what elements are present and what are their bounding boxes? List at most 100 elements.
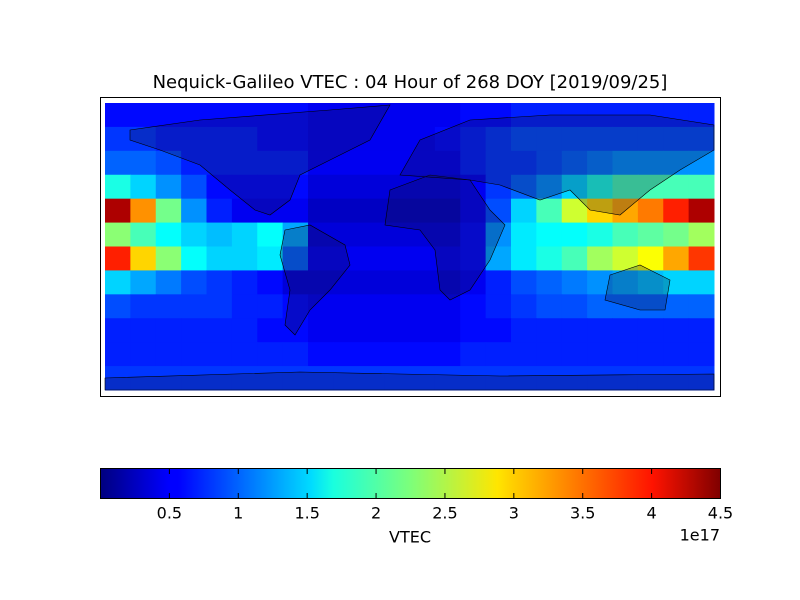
heatmap-cell: [105, 318, 131, 343]
heatmap-cell: [511, 318, 537, 343]
heatmap-cell: [282, 150, 309, 176]
north-america: [129, 104, 391, 216]
heatmap-cell: [460, 174, 487, 200]
heatmap-cell: [130, 174, 157, 200]
south-america: [279, 224, 351, 336]
heatmap-cell: [333, 150, 360, 176]
heatmap-cell: [231, 270, 258, 295]
heatmap-cell: [181, 318, 207, 343]
heatmap-cell: [637, 174, 664, 200]
heatmap-cell: [663, 103, 690, 128]
colorbar-tick-label: 4.5: [708, 504, 733, 523]
heatmap-cell: [587, 126, 613, 152]
heatmap-cell: [663, 198, 690, 224]
heatmap-cell: [333, 174, 360, 200]
heatmap-cell: [358, 342, 385, 367]
heatmap-cell: [384, 246, 410, 271]
heatmap-cell: [105, 174, 131, 200]
heatmap-cell: [384, 294, 410, 319]
heatmap-cell: [358, 246, 385, 271]
heatmap-cell: [308, 318, 334, 343]
heatmap-cell: [130, 246, 157, 271]
heatmap-cell: [105, 126, 131, 152]
heatmap-cell: [511, 198, 537, 224]
heatmap-cell: [688, 174, 715, 200]
heatmap-cell: [485, 174, 512, 200]
heatmap-cell: [460, 103, 487, 128]
heatmap-cell: [257, 270, 284, 295]
heatmap-cell: [587, 366, 613, 391]
heatmap-cell: [663, 222, 690, 247]
heatmap-cell: [663, 318, 690, 343]
heatmap-cell: [155, 342, 182, 367]
heatmap-cell: [663, 366, 690, 391]
heatmap-cell: [333, 198, 360, 224]
heatmap-cell: [282, 103, 309, 128]
heatmap-cell: [663, 342, 690, 367]
heatmap-cell: [511, 366, 537, 391]
heatmap-cell: [511, 294, 537, 319]
heatmap-cell: [257, 294, 284, 319]
heatmap-cell: [637, 150, 664, 176]
heatmap-cell: [409, 342, 436, 367]
heatmap-cell: [308, 103, 334, 128]
heatmap-cell: [257, 342, 284, 367]
heatmap-cell: [206, 246, 233, 271]
heatmap-cell: [561, 150, 588, 176]
heatmap-cell: [257, 150, 284, 176]
heatmap-cell: [434, 103, 461, 128]
heatmap-cell: [460, 342, 487, 367]
heatmap-cell: [206, 222, 233, 247]
heatmap-cell: [181, 270, 207, 295]
colorbar: [100, 468, 721, 499]
heatmap-cell: [130, 342, 157, 367]
heatmap-cell: [333, 318, 360, 343]
heatmap-cell: [688, 294, 715, 319]
heatmap-cell: [206, 126, 233, 152]
heatmap-cell: [485, 342, 512, 367]
colorbar-tick-label: 2: [371, 504, 381, 523]
heatmap-cell: [384, 150, 410, 176]
heatmap-cell: [155, 294, 182, 319]
heatmap-cell: [663, 174, 690, 200]
heatmap-cell: [282, 342, 309, 367]
heatmap-cell: [231, 103, 258, 128]
heatmap-cell: [155, 198, 182, 224]
heatmap-cell: [460, 246, 487, 271]
heatmap-cell: [485, 103, 512, 128]
colorbar-ticks: 0.5 1 1.5 2 2.5 3 3.5 4 4.5: [157, 468, 733, 523]
heatmap-cell: [409, 246, 436, 271]
heatmap-cell: [561, 342, 588, 367]
heatmap-cell: [358, 198, 385, 224]
heatmap-cell: [511, 222, 537, 247]
heatmap-cell: [333, 294, 360, 319]
heatmap-cell: [206, 342, 233, 367]
heatmap-cell: [282, 174, 309, 200]
heatmap-cell: [409, 174, 436, 200]
heatmap-cell: [105, 222, 131, 247]
eurasia: [399, 114, 715, 216]
heatmap-cell: [688, 126, 715, 152]
heatmap-cell: [460, 198, 487, 224]
heatmap-cell: [612, 126, 639, 152]
heatmap-cell: [155, 270, 182, 295]
heatmap-cell: [612, 174, 639, 200]
heatmap-cell: [105, 270, 131, 295]
heatmap-cell: [485, 126, 512, 152]
heatmap-cell: [536, 318, 563, 343]
heatmap-cell: [181, 366, 207, 391]
heatmap-cell: [282, 198, 309, 224]
heatmap-cell: [561, 366, 588, 391]
heatmap-cell: [333, 366, 360, 391]
heatmap-cell: [460, 270, 487, 295]
heatmap-cell: [231, 246, 258, 271]
heatmap-cell: [511, 246, 537, 271]
heatmap-cell: [130, 366, 157, 391]
heatmap-cell: [308, 294, 334, 319]
colorbar-label: VTEC: [389, 528, 431, 547]
antarctica: [104, 371, 715, 391]
heatmap-cell: [358, 150, 385, 176]
heatmap-cell: [536, 270, 563, 295]
heatmap-cell: [181, 222, 207, 247]
